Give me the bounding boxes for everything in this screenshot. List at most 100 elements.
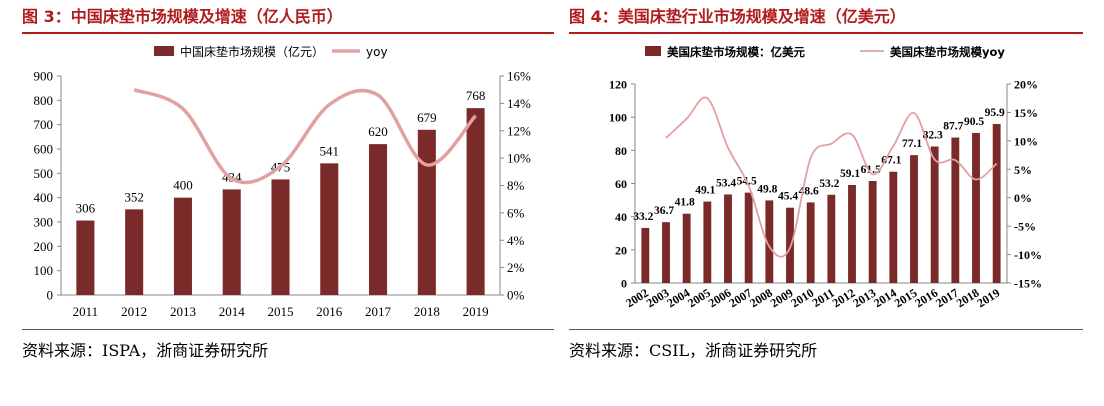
data-label: 306 (76, 201, 96, 216)
bar (641, 227, 650, 283)
y-tick-label: 700 (34, 117, 54, 132)
y-tick-label: 60 (615, 177, 627, 191)
x-tick-label: 2017 (365, 304, 392, 319)
y2-tick-label: 12% (507, 123, 531, 138)
data-label: 36.7 (654, 205, 674, 217)
bar (466, 108, 485, 296)
bar (972, 132, 980, 283)
x-tick-label: 2016 (316, 304, 343, 319)
legend-bar-swatch (645, 46, 661, 56)
figure-3-top-rule (22, 32, 554, 34)
yoy-line (133, 88, 477, 185)
data-label: 53.4 (716, 177, 736, 189)
bar (271, 179, 290, 295)
figure-3-title: 图 3：中国床垫市场规模及增速（亿人民币） (22, 7, 343, 26)
figure-4-top-rule (569, 32, 1083, 34)
bar (868, 181, 877, 283)
bar (703, 201, 712, 283)
y2-tick-label: 14% (507, 96, 531, 111)
y-tick-label: 100 (609, 111, 627, 125)
y-tick-label: 0 (47, 288, 54, 303)
data-label: 352 (124, 189, 144, 204)
y2-tick-label: -5% (1014, 220, 1036, 234)
bar (125, 209, 144, 295)
y2-tick-label: 8% (507, 178, 525, 193)
bar (724, 194, 732, 283)
y2-tick-label: 6% (507, 205, 525, 220)
data-label: 620 (368, 124, 388, 139)
figure-3-source: 资料来源：ISPA，浙商证券研究所 (22, 341, 269, 360)
x-tick-label: 2012 (121, 304, 147, 319)
data-label: 33.2 (633, 211, 653, 223)
yoy-line (665, 96, 998, 258)
bar (222, 189, 241, 295)
data-label: 400 (173, 178, 193, 193)
data-label: 82.3 (923, 130, 943, 142)
y-tick-label: 200 (34, 239, 54, 254)
bar (744, 192, 753, 283)
y-tick-label: 40 (615, 210, 627, 224)
bar (76, 220, 95, 295)
y2-tick-label: 0% (507, 288, 525, 303)
x-tick-label: 2019 (974, 286, 1002, 311)
y-tick-label: 500 (34, 166, 54, 181)
data-label: 41.8 (675, 197, 695, 209)
data-label: 45.4 (778, 191, 798, 203)
bar (369, 144, 388, 295)
y2-tick-label: 5% (1014, 163, 1032, 177)
legend-line-label: yoy (366, 45, 388, 59)
bar (806, 202, 815, 283)
data-label: 53.2 (819, 178, 839, 190)
y2-tick-label: -10% (1014, 248, 1042, 262)
bar (173, 197, 192, 295)
legend-bar-swatch (154, 46, 174, 56)
y-tick-label: 600 (34, 142, 54, 157)
y-tick-label: 100 (34, 263, 54, 278)
figure-4-bottom-rule (569, 329, 1083, 330)
bar (848, 184, 856, 283)
figure-3-bottom-rule (22, 329, 554, 330)
y-tick-label: 800 (34, 93, 54, 108)
bar (682, 213, 691, 283)
y2-tick-label: 0% (1014, 191, 1032, 205)
y-tick-label: 300 (34, 215, 54, 230)
bar (951, 137, 960, 283)
data-label: 87.7 (943, 121, 963, 133)
legend-bar-label: 美国床垫市场规模：亿美元 (667, 45, 805, 59)
bar (417, 129, 436, 295)
data-label: 679 (417, 110, 437, 125)
x-tick-label: 2019 (463, 304, 489, 319)
figure-4-source: 资料来源：CSIL，浙商证券研究所 (569, 341, 818, 360)
bar (889, 171, 898, 283)
y2-tick-label: 10% (507, 151, 531, 166)
y2-tick-label: 2% (507, 260, 525, 275)
bar (930, 146, 939, 283)
y-tick-label: 80 (615, 144, 627, 158)
x-tick-label: 2013 (170, 304, 196, 319)
bar (765, 200, 774, 283)
data-label: 95.9 (985, 107, 1005, 119)
x-tick-label: 2018 (414, 304, 440, 319)
data-label: 59.1 (840, 168, 860, 180)
y-tick-label: 20 (615, 243, 627, 257)
data-label: 49.1 (695, 185, 715, 197)
y2-tick-label: 4% (507, 233, 525, 248)
y-tick-label: 400 (34, 190, 54, 205)
legend-line-label: 美国床垫市场规模yoy (890, 45, 1005, 59)
data-label: 77.1 (902, 138, 922, 150)
y2-tick-label: 15% (1014, 106, 1038, 120)
x-tick-label: 2015 (268, 304, 294, 319)
bar (910, 155, 918, 283)
x-tick-label: 2011 (73, 304, 99, 319)
data-label: 768 (466, 88, 486, 103)
data-label: 49.8 (757, 183, 777, 195)
y2-tick-label: 20% (1014, 78, 1038, 92)
bar (992, 123, 1001, 283)
y-tick-label: 120 (609, 78, 627, 92)
y-tick-label: 0 (621, 277, 627, 291)
data-label: 90.5 (964, 116, 984, 128)
x-tick-label: 2014 (219, 304, 246, 319)
bar (320, 163, 339, 295)
